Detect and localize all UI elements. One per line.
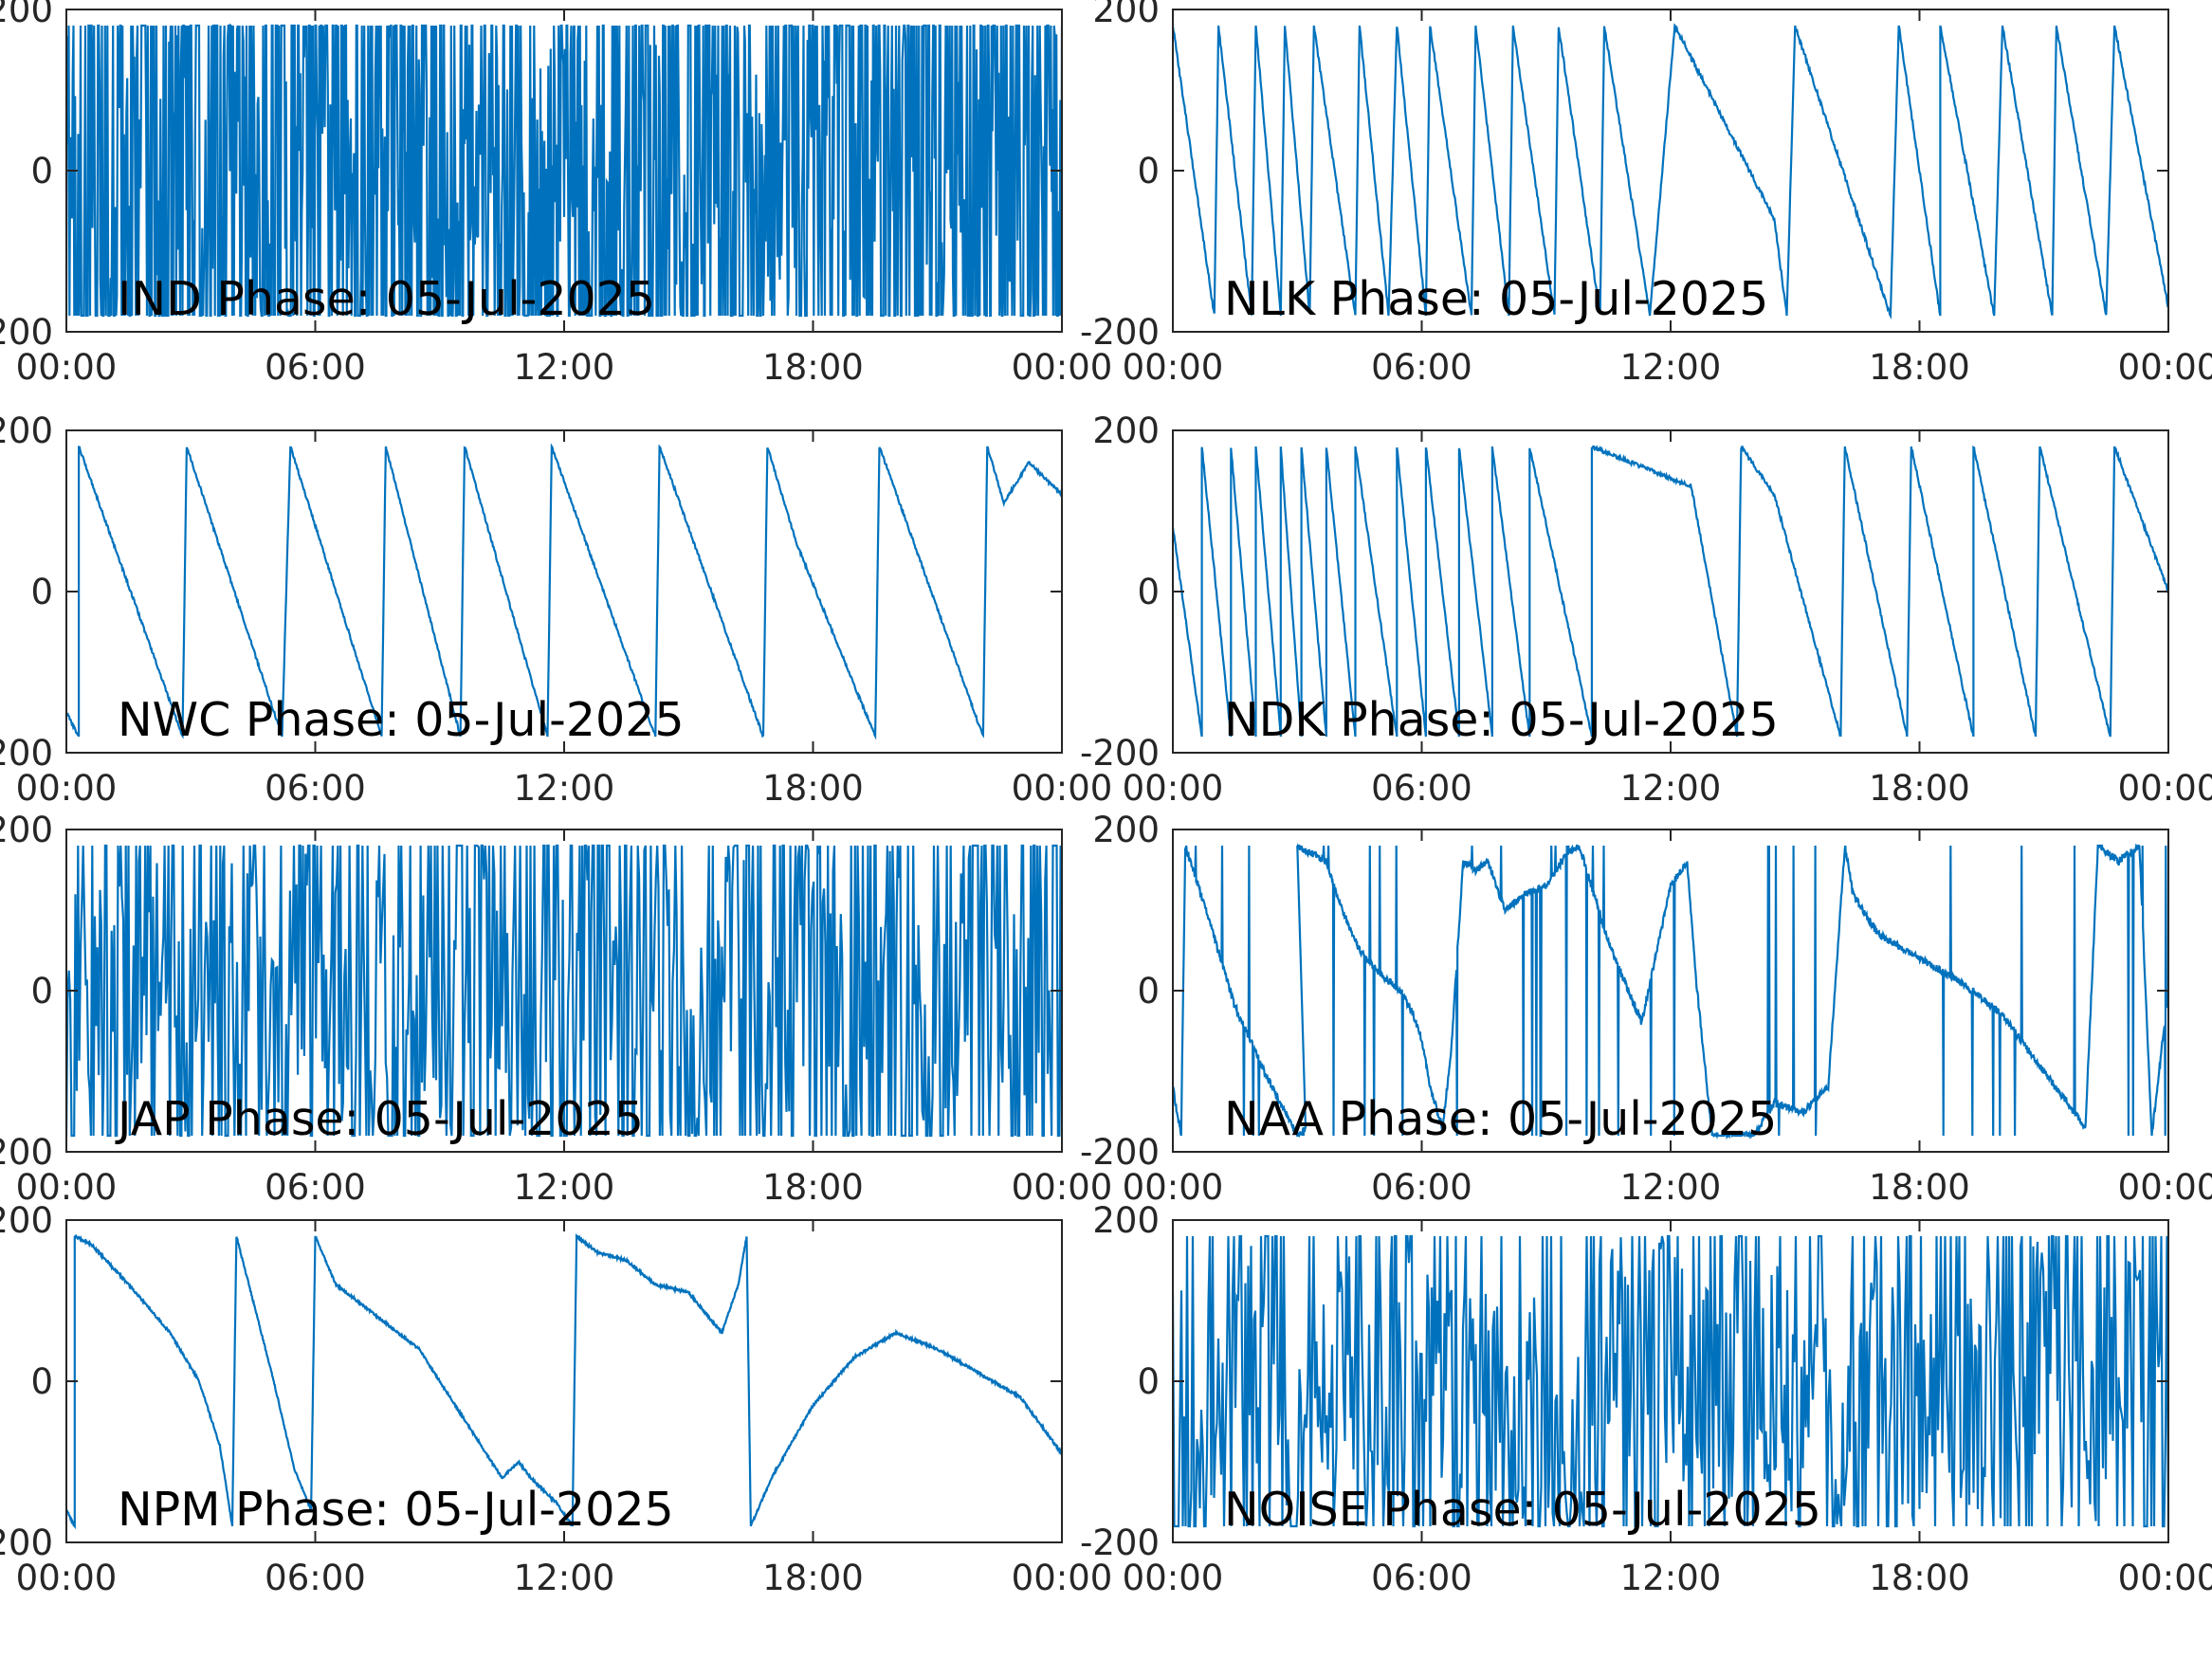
x-tick-label: 18:00: [1869, 1558, 1970, 1598]
panel-annotation: JAP Phase: 05-Jul-2025: [115, 1092, 644, 1146]
x-tick-label: 18:00: [762, 768, 864, 809]
panel-annotation: NPM Phase: 05-Jul-2025: [118, 1483, 674, 1537]
y-tick-label: 200: [1092, 810, 1160, 850]
series-line-ndk: [1173, 445, 2168, 738]
series-line-jap: [66, 844, 1062, 1138]
panel-annotation: NDK Phase: 05-Jul-2025: [1224, 693, 1779, 747]
series-line-npm: [66, 1232, 1062, 1530]
y-tick-label: 200: [0, 810, 53, 850]
y-tick-label: 0: [30, 151, 53, 191]
x-tick-label: 18:00: [762, 1167, 864, 1208]
x-tick-label: 00:00: [16, 347, 118, 388]
y-tick-label: 0: [1137, 572, 1160, 612]
panel-annotation: NOISE Phase: 05-Jul-2025: [1224, 1483, 1821, 1537]
x-tick-label: 00:00: [16, 768, 118, 809]
panel-annotation: NAA Phase: 05-Jul-2025: [1224, 1092, 1777, 1146]
y-tick-label: -200: [0, 1522, 53, 1563]
panel-nlk: 00:00 06:00 12:00 18:00 00:00 200 0 -200 NLK Pha…: [1080, 0, 2212, 388]
series-line-nwc: [66, 443, 1062, 740]
x-tick-label: 06:00: [1371, 768, 1472, 809]
x-tick-label: 12:00: [1620, 347, 1722, 388]
x-tick-label: 18:00: [1869, 347, 1970, 388]
x-tick-label: 18:00: [762, 1558, 864, 1598]
y-tick-label: -200: [1080, 312, 1160, 353]
x-tick-label: 06:00: [265, 1167, 366, 1208]
panel-naa: 00:00 06:00 12:00 18:00 00:00 200 0 -200 NAA Pha…: [1080, 810, 2212, 1208]
x-tick-label: 18:00: [762, 347, 864, 388]
y-tick-label: -200: [0, 312, 53, 353]
x-tick-label: 00:00: [16, 1167, 118, 1208]
y-tick-label: 200: [0, 1200, 53, 1241]
y-tick-label: 200: [1092, 1200, 1160, 1241]
y-tick-label: 0: [30, 572, 53, 612]
y-tick-label: -200: [1080, 733, 1160, 774]
y-tick-label: 0: [30, 971, 53, 1012]
series-line-ind: [66, 23, 1062, 318]
y-tick-label: 0: [1137, 151, 1160, 191]
x-tick-label: 18:00: [1869, 768, 1970, 809]
y-tick-label: 0: [1137, 1361, 1160, 1402]
x-tick-label: 12:00: [514, 1167, 615, 1208]
x-tick-label: 00:00: [16, 1558, 118, 1598]
x-tick-label: 00:00: [1123, 768, 1224, 809]
x-tick-label: 06:00: [1371, 1558, 1472, 1598]
panel-nwc: 00:00 06:00 12:00 18:00 00:00 200 0 -200 NWC Pha…: [0, 410, 1112, 809]
y-tick-label: -200: [1080, 1522, 1160, 1563]
series-line-noise: [1173, 1234, 2168, 1528]
x-tick-label: 06:00: [265, 1558, 366, 1598]
y-tick-label: 200: [1092, 410, 1160, 451]
panel-npm: 00:00 06:00 12:00 18:00 00:00 200 0 -200 NPM Pha…: [0, 1200, 1112, 1598]
y-tick-label: -200: [1080, 1132, 1160, 1173]
x-tick-label: 00:00: [1012, 1558, 1113, 1598]
y-tick-label: 0: [30, 1361, 53, 1402]
x-tick-label: 00:00: [1012, 347, 1113, 388]
x-tick-label: 12:00: [514, 1558, 615, 1598]
y-tick-label: -200: [0, 733, 53, 774]
panel-annotation: NLK Phase: 05-Jul-2025: [1224, 272, 1768, 326]
series-line-naa: [1173, 843, 2168, 1140]
x-tick-label: 18:00: [1869, 1167, 1970, 1208]
panel-jap: 00:00 06:00 12:00 18:00 00:00 200 0 -200 JAP Pha…: [0, 810, 1112, 1208]
x-tick-label: 00:00: [1123, 1558, 1224, 1598]
x-tick-label: 12:00: [1620, 1558, 1722, 1598]
panel-ndk: 00:00 06:00 12:00 18:00 00:00 200 0 -200 NDK Pha…: [1080, 410, 2212, 809]
x-tick-label: 06:00: [1371, 1167, 1472, 1208]
x-tick-label: 06:00: [265, 768, 366, 809]
series-line-nlk: [1173, 23, 2168, 320]
panel-noise: 00:00 06:00 12:00 18:00 00:00 200 0 -200 NOISE P…: [1080, 1200, 2212, 1598]
x-tick-label: 06:00: [1371, 347, 1472, 388]
panel-annotation: IND Phase: 05-Jul-2025: [118, 272, 655, 326]
x-tick-label: 00:00: [1123, 1167, 1224, 1208]
x-tick-label: 00:00: [2118, 1558, 2212, 1598]
y-tick-label: -200: [0, 1132, 53, 1173]
x-tick-label: 00:00: [1012, 768, 1113, 809]
x-tick-label: 00:00: [2118, 768, 2212, 809]
x-tick-label: 06:00: [265, 347, 366, 388]
x-tick-label: 12:00: [1620, 768, 1722, 809]
y-tick-label: 200: [0, 410, 53, 451]
x-tick-label: 12:00: [1620, 1167, 1722, 1208]
panel-ind: 00:00 06:00 12:00 18:00 00:00 200 0 -200 IND Pha…: [0, 0, 1112, 388]
y-tick-label: 0: [1137, 971, 1160, 1012]
x-tick-label: 12:00: [514, 768, 615, 809]
y-tick-label: 200: [0, 0, 53, 30]
x-tick-label: 00:00: [2118, 1167, 2212, 1208]
x-tick-label: 00:00: [1012, 1167, 1113, 1208]
x-tick-label: 12:00: [514, 347, 615, 388]
y-tick-label: 200: [1092, 0, 1160, 30]
panel-annotation: NWC Phase: 05-Jul-2025: [118, 693, 685, 747]
x-tick-label: 00:00: [2118, 347, 2212, 388]
x-tick-label: 00:00: [1123, 347, 1224, 388]
